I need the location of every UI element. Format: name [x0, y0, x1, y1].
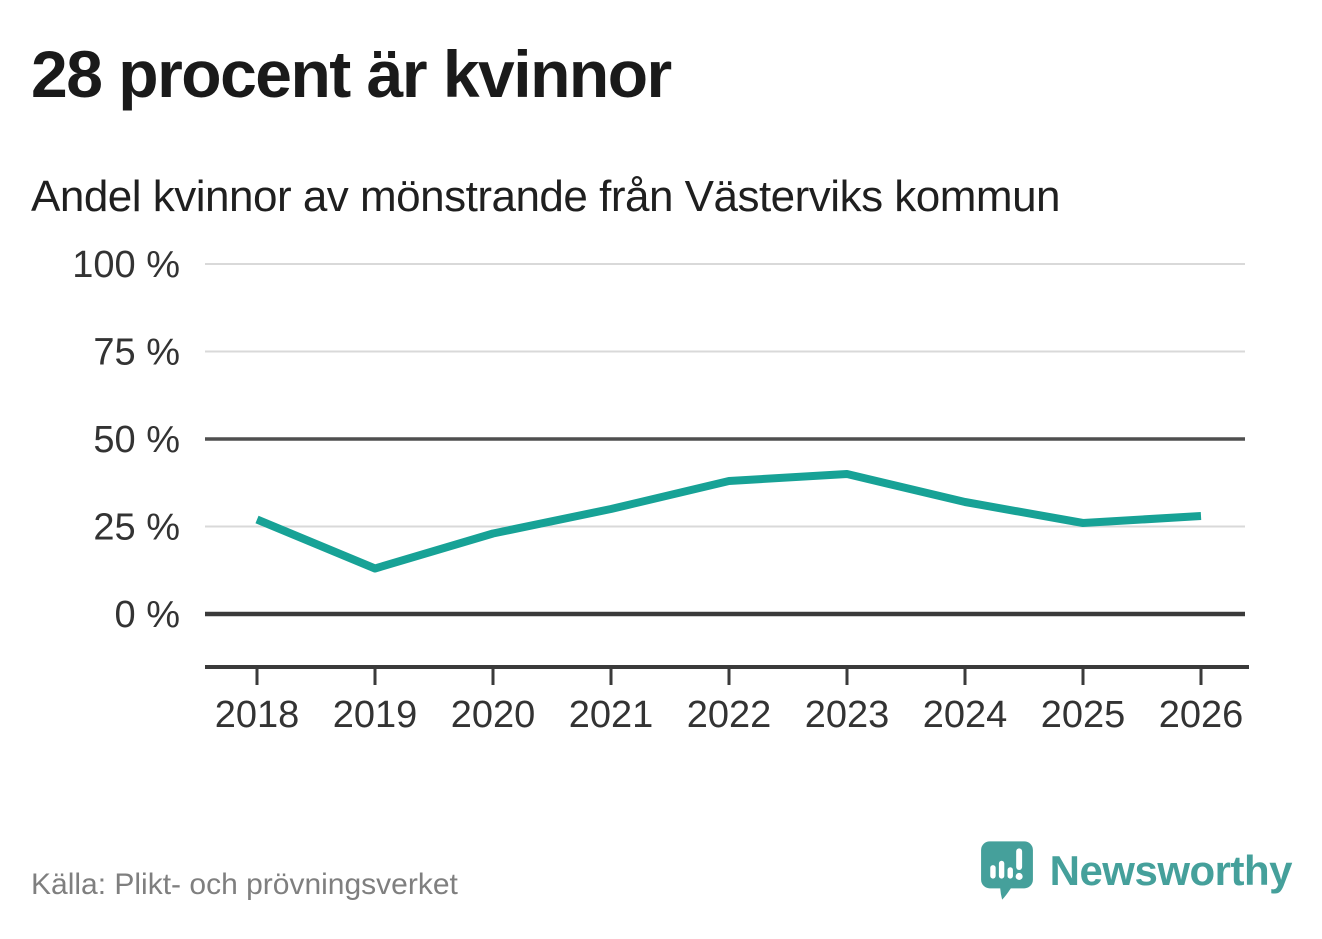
x-axis-label: 2024 [923, 694, 1008, 736]
y-axis-label: 0 % [115, 594, 180, 636]
page-title: 28 procent är kvinnor [31, 37, 672, 111]
x-axis-label: 2020 [451, 694, 536, 736]
x-axis-label: 2023 [805, 694, 890, 736]
y-axis-label: 50 % [93, 419, 180, 461]
chart-subtitle: Andel kvinnor av mönstrande från Västerv… [31, 172, 1061, 221]
newsworthy-logo: Newsworthy [980, 840, 1293, 901]
newsworthy-logo-text: Newsworthy [1049, 846, 1293, 894]
data-line [255, 470, 1202, 573]
x-axis-label: 2019 [333, 694, 418, 736]
x-axis-label: 2022 [687, 694, 772, 736]
x-axis-label: 2021 [569, 694, 654, 736]
x-axis-label: 2025 [1041, 694, 1126, 736]
x-axis-label: 2018 [215, 694, 300, 736]
y-axis-label: 25 % [93, 507, 180, 549]
y-axis-label: 75 % [93, 332, 180, 374]
source-note: Källa: Plikt- och prövningsverket [31, 868, 458, 901]
y-axis-label: 100 % [72, 244, 180, 286]
newsworthy-logo-icon [980, 841, 1033, 900]
x-axis-label: 2026 [1159, 694, 1244, 736]
